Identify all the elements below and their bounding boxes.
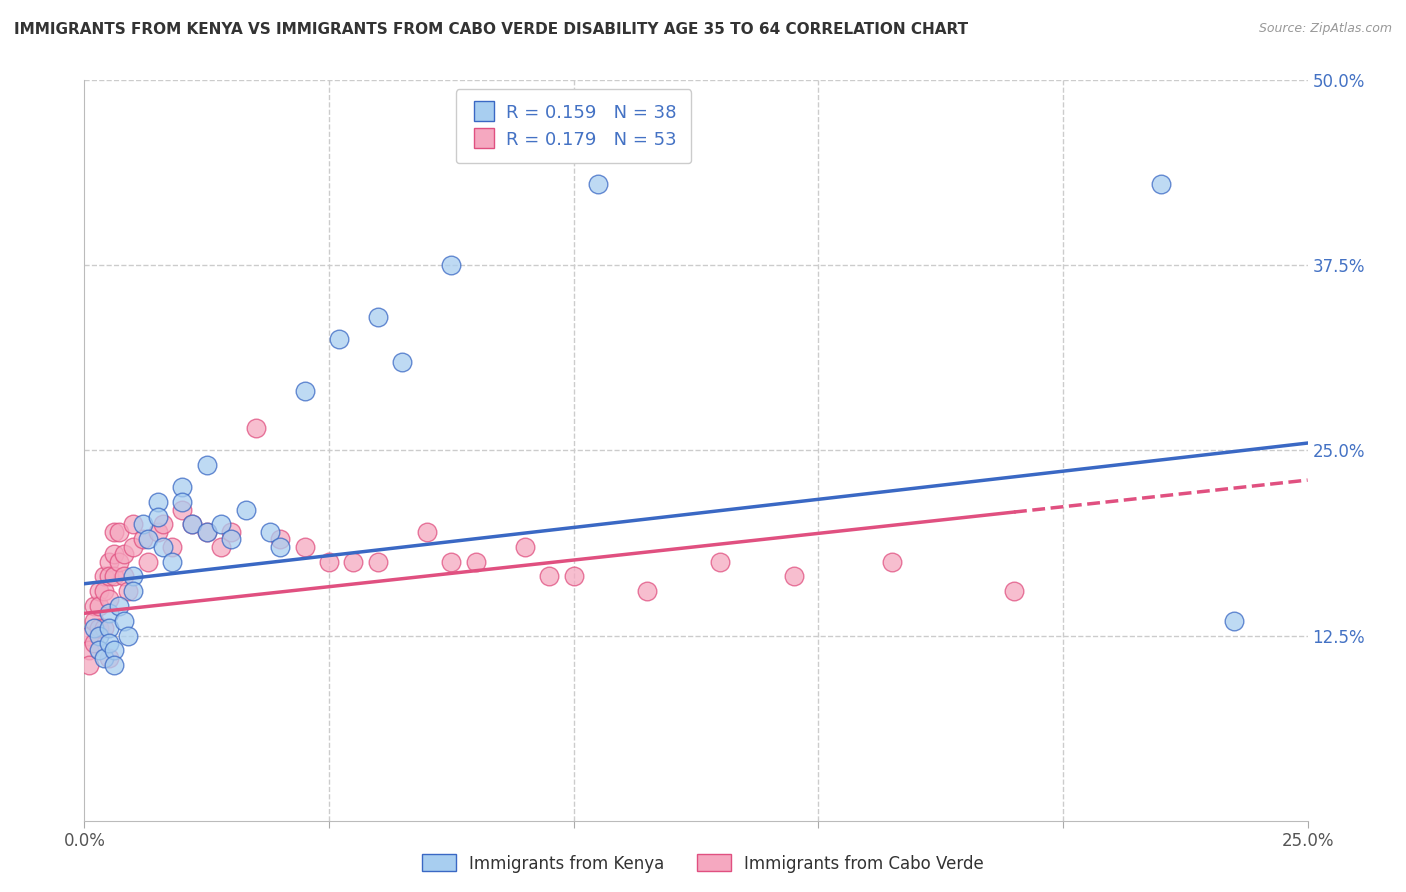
Point bbox=[83, 614, 105, 628]
Point bbox=[117, 584, 139, 599]
Point bbox=[107, 599, 129, 613]
Point bbox=[562, 569, 585, 583]
Point bbox=[195, 458, 218, 473]
Point bbox=[117, 628, 139, 642]
Point bbox=[122, 584, 145, 599]
Point bbox=[132, 517, 155, 532]
Point bbox=[181, 517, 204, 532]
Point bbox=[783, 569, 806, 583]
Point bbox=[181, 517, 204, 532]
Point bbox=[83, 621, 105, 635]
Point bbox=[83, 599, 105, 613]
Point bbox=[77, 628, 100, 642]
Point bbox=[219, 533, 242, 547]
Point bbox=[93, 584, 115, 599]
Point bbox=[112, 547, 135, 561]
Point bbox=[103, 658, 125, 673]
Point bbox=[97, 569, 120, 583]
Point bbox=[636, 584, 658, 599]
Point bbox=[416, 524, 439, 539]
Point bbox=[328, 332, 350, 346]
Point bbox=[880, 555, 903, 569]
Point bbox=[513, 540, 536, 554]
Point bbox=[162, 555, 184, 569]
Point bbox=[87, 584, 110, 599]
Point bbox=[245, 421, 267, 435]
Point bbox=[93, 621, 115, 635]
Point bbox=[209, 517, 232, 532]
Point bbox=[162, 540, 184, 554]
Point bbox=[107, 555, 129, 569]
Point bbox=[103, 569, 125, 583]
Point bbox=[318, 555, 340, 569]
Point bbox=[342, 555, 364, 569]
Point bbox=[103, 643, 125, 657]
Point bbox=[87, 621, 110, 635]
Point bbox=[391, 354, 413, 368]
Point bbox=[136, 533, 159, 547]
Point bbox=[93, 650, 115, 665]
Point bbox=[122, 540, 145, 554]
Point bbox=[87, 643, 110, 657]
Point bbox=[195, 524, 218, 539]
Point bbox=[172, 480, 194, 494]
Point bbox=[97, 555, 120, 569]
Point bbox=[136, 555, 159, 569]
Point bbox=[103, 524, 125, 539]
Point bbox=[172, 502, 194, 516]
Point bbox=[219, 524, 242, 539]
Point bbox=[294, 384, 316, 399]
Point bbox=[269, 533, 291, 547]
Point bbox=[87, 599, 110, 613]
Point bbox=[464, 555, 486, 569]
Point bbox=[146, 495, 169, 509]
Point bbox=[440, 259, 463, 273]
Point bbox=[586, 177, 609, 191]
Point bbox=[146, 510, 169, 524]
Point bbox=[112, 614, 135, 628]
Point bbox=[77, 643, 100, 657]
Point bbox=[367, 555, 389, 569]
Point bbox=[97, 607, 120, 621]
Point bbox=[146, 524, 169, 539]
Point bbox=[152, 540, 174, 554]
Point bbox=[122, 517, 145, 532]
Point bbox=[209, 540, 232, 554]
Point bbox=[103, 547, 125, 561]
Point bbox=[122, 569, 145, 583]
Point bbox=[97, 636, 120, 650]
Point bbox=[77, 658, 100, 673]
Point bbox=[132, 533, 155, 547]
Point bbox=[440, 555, 463, 569]
Point bbox=[538, 569, 561, 583]
Legend: Immigrants from Kenya, Immigrants from Cabo Verde: Immigrants from Kenya, Immigrants from C… bbox=[416, 847, 990, 880]
Point bbox=[259, 524, 281, 539]
Point bbox=[87, 628, 110, 642]
Point bbox=[107, 524, 129, 539]
Point bbox=[93, 569, 115, 583]
Point bbox=[294, 540, 316, 554]
Point bbox=[1223, 614, 1246, 628]
Text: Source: ZipAtlas.com: Source: ZipAtlas.com bbox=[1258, 22, 1392, 36]
Point bbox=[172, 495, 194, 509]
Point bbox=[269, 540, 291, 554]
Point bbox=[367, 310, 389, 325]
Point bbox=[97, 621, 120, 635]
Point bbox=[1002, 584, 1025, 599]
Point bbox=[235, 502, 257, 516]
Point bbox=[195, 524, 218, 539]
Point bbox=[97, 591, 120, 606]
Point bbox=[152, 517, 174, 532]
Point bbox=[83, 636, 105, 650]
Legend: R = 0.159   N = 38, R = 0.179   N = 53: R = 0.159 N = 38, R = 0.179 N = 53 bbox=[456, 89, 692, 163]
Point bbox=[709, 555, 731, 569]
Point bbox=[1150, 177, 1173, 191]
Text: IMMIGRANTS FROM KENYA VS IMMIGRANTS FROM CABO VERDE DISABILITY AGE 35 TO 64 CORR: IMMIGRANTS FROM KENYA VS IMMIGRANTS FROM… bbox=[14, 22, 969, 37]
Point bbox=[112, 569, 135, 583]
Point bbox=[97, 650, 120, 665]
